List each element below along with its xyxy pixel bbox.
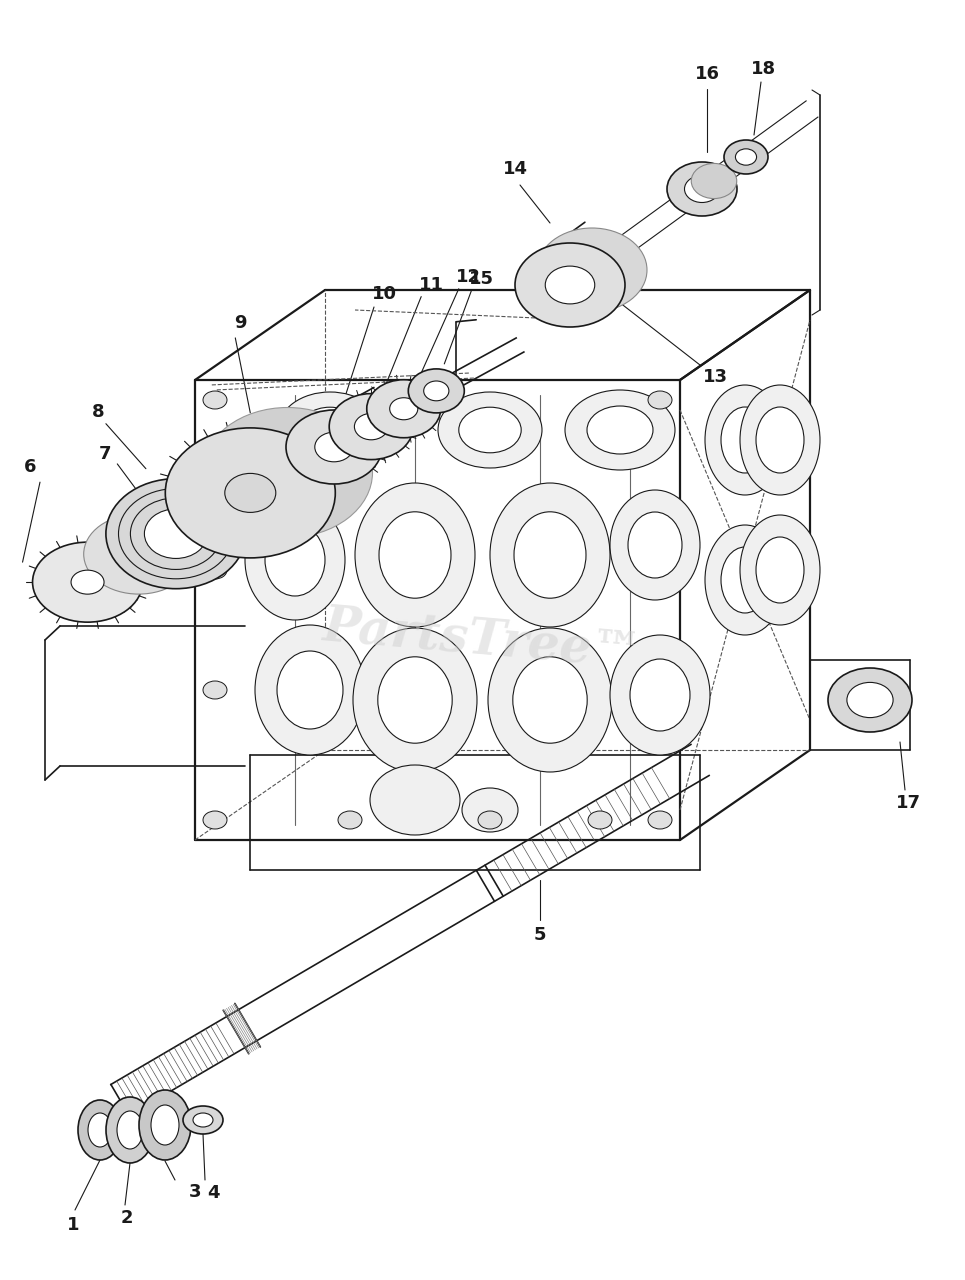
Ellipse shape (478, 812, 502, 829)
Ellipse shape (490, 483, 610, 627)
Ellipse shape (630, 659, 690, 731)
Ellipse shape (353, 628, 477, 772)
Ellipse shape (329, 394, 413, 460)
Ellipse shape (84, 515, 194, 594)
Ellipse shape (756, 538, 804, 603)
Ellipse shape (740, 515, 820, 625)
Ellipse shape (458, 407, 521, 453)
Ellipse shape (610, 490, 700, 600)
Ellipse shape (756, 407, 804, 474)
Ellipse shape (225, 474, 276, 512)
Ellipse shape (355, 483, 475, 627)
Ellipse shape (203, 407, 372, 538)
Text: 14: 14 (503, 160, 528, 178)
Ellipse shape (315, 433, 353, 462)
Ellipse shape (514, 512, 586, 598)
Ellipse shape (370, 765, 460, 835)
Text: PartsTree™: PartsTree™ (320, 602, 644, 678)
Text: 11: 11 (419, 275, 444, 293)
Ellipse shape (424, 381, 449, 401)
Ellipse shape (691, 164, 736, 198)
Text: 6: 6 (24, 458, 37, 476)
Text: 15: 15 (469, 270, 494, 288)
Text: 1: 1 (67, 1216, 79, 1234)
Ellipse shape (438, 392, 542, 468)
Ellipse shape (338, 812, 362, 829)
Ellipse shape (71, 570, 104, 594)
Text: 16: 16 (695, 65, 720, 83)
Ellipse shape (684, 175, 720, 202)
Ellipse shape (545, 266, 594, 303)
Ellipse shape (740, 385, 820, 495)
Ellipse shape (203, 812, 227, 829)
Ellipse shape (648, 812, 672, 829)
Ellipse shape (367, 380, 441, 438)
Ellipse shape (379, 512, 451, 598)
Ellipse shape (828, 668, 912, 732)
Ellipse shape (648, 390, 672, 410)
Ellipse shape (721, 407, 769, 474)
Ellipse shape (129, 524, 185, 564)
Ellipse shape (299, 407, 361, 453)
Ellipse shape (628, 512, 682, 579)
Ellipse shape (587, 406, 653, 454)
Ellipse shape (33, 543, 143, 622)
Ellipse shape (286, 410, 382, 484)
Ellipse shape (537, 228, 647, 312)
Text: 3: 3 (189, 1183, 202, 1201)
Ellipse shape (277, 652, 343, 730)
Text: 18: 18 (752, 60, 777, 78)
Ellipse shape (515, 243, 625, 326)
Ellipse shape (145, 509, 207, 558)
Text: 7: 7 (99, 445, 112, 463)
Ellipse shape (721, 547, 769, 613)
Ellipse shape (78, 1100, 122, 1160)
Text: 13: 13 (703, 369, 728, 387)
Text: 2: 2 (121, 1210, 133, 1228)
Ellipse shape (588, 812, 612, 829)
Ellipse shape (735, 148, 757, 165)
Ellipse shape (88, 1114, 112, 1147)
Ellipse shape (610, 635, 710, 755)
Ellipse shape (278, 392, 382, 468)
Ellipse shape (354, 413, 388, 440)
Ellipse shape (390, 398, 418, 420)
Ellipse shape (378, 657, 453, 744)
Ellipse shape (488, 628, 612, 772)
Ellipse shape (667, 163, 737, 216)
Ellipse shape (255, 625, 365, 755)
Ellipse shape (705, 385, 785, 495)
Text: 12: 12 (456, 268, 482, 285)
Ellipse shape (462, 788, 518, 832)
Ellipse shape (151, 1105, 179, 1146)
Text: 4: 4 (207, 1184, 219, 1202)
Text: 17: 17 (896, 794, 921, 812)
Text: 9: 9 (234, 314, 246, 332)
Ellipse shape (106, 479, 246, 589)
Ellipse shape (117, 1111, 143, 1149)
Text: 5: 5 (534, 925, 546, 945)
Ellipse shape (512, 657, 587, 744)
Text: 8: 8 (92, 403, 104, 421)
Ellipse shape (565, 390, 675, 470)
Ellipse shape (245, 500, 345, 620)
Ellipse shape (139, 1091, 191, 1160)
Text: 10: 10 (372, 285, 397, 303)
Ellipse shape (165, 428, 335, 558)
Ellipse shape (705, 525, 785, 635)
Ellipse shape (145, 535, 170, 553)
Ellipse shape (408, 369, 464, 413)
Ellipse shape (193, 1114, 213, 1126)
Ellipse shape (203, 390, 227, 410)
Ellipse shape (203, 561, 227, 579)
Ellipse shape (847, 682, 893, 718)
Ellipse shape (265, 524, 325, 596)
Ellipse shape (106, 1097, 154, 1164)
Ellipse shape (203, 681, 227, 699)
Ellipse shape (724, 140, 768, 174)
Ellipse shape (183, 1106, 223, 1134)
